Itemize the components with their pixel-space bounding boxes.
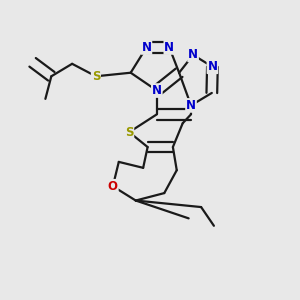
Text: N: N bbox=[152, 84, 162, 97]
Text: N: N bbox=[164, 41, 174, 54]
Text: N: N bbox=[186, 99, 196, 112]
Text: N: N bbox=[207, 60, 218, 73]
Text: S: S bbox=[125, 126, 134, 139]
Text: N: N bbox=[141, 41, 152, 54]
Text: N: N bbox=[188, 48, 198, 62]
Text: S: S bbox=[92, 70, 100, 83]
Text: O: O bbox=[108, 180, 118, 193]
